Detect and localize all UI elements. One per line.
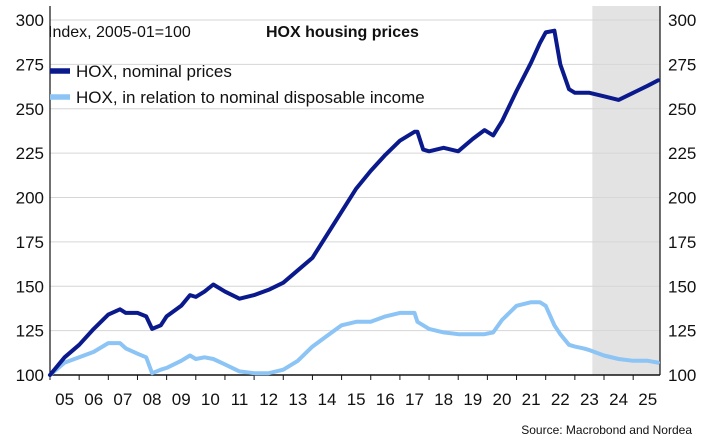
x-axis-ticks: 05 06 07 08 09 10 11 12 13 14 15 16 17 18 19 20 21 22 23 24… [49, 375, 657, 409]
y-tick-label-left: 300 [16, 11, 44, 30]
x-tick-label: 07 [113, 390, 132, 409]
y-tick-label-right: 225 [668, 144, 696, 163]
x-tick-label: 13 [288, 390, 307, 409]
x-tick-label: 18 [434, 390, 453, 409]
x-tick-label: 19 [463, 390, 482, 409]
y-tick-label-left: 175 [16, 233, 44, 252]
x-tick-label: 23 [580, 390, 599, 409]
x-tick-label: 11 [231, 390, 249, 409]
y-tick-label-right: 175 [668, 233, 696, 252]
x-tick-label: 16 [376, 390, 395, 409]
y-axis-tick-labels: 100 100 125 125 150 150 175 175 200 200 225 225 250 2… [16, 11, 697, 385]
series-line-income [48, 300, 660, 377]
y-tick-label-right: 150 [668, 277, 696, 296]
y-tick-label-right: 200 [668, 189, 696, 208]
x-tick-label: 08 [143, 390, 162, 409]
y-tick-label-left: 150 [16, 277, 44, 296]
y-tick-label-left: 275 [16, 55, 44, 74]
legend: HOX, nominal prices HOX, in relation to … [50, 62, 425, 107]
series-lines [48, 28, 660, 377]
chart-title: HOX housing prices [266, 24, 419, 41]
source-note: Source: Macrobond and Nordea [521, 423, 692, 437]
y-tick-label-right: 275 [668, 55, 696, 74]
x-tick-label: 24 [609, 390, 628, 409]
index-note: Index, 2005-01=100 [48, 24, 191, 41]
y-tick-label-left: 225 [16, 144, 44, 163]
x-tick-label: 10 [201, 390, 220, 409]
x-tick-label: 09 [172, 390, 191, 409]
y-tick-label-right: 125 [668, 322, 696, 341]
legend-label-income: HOX, in relation to nominal disposable i… [76, 88, 425, 107]
x-tick-label: 06 [84, 390, 103, 409]
legend-label-nominal: HOX, nominal prices [76, 62, 232, 81]
y-tick-label-right: 250 [668, 100, 696, 119]
y-tick-label-right: 100 [668, 366, 696, 385]
x-tick-label: 20 [492, 390, 511, 409]
x-tick-label: 25 [638, 390, 657, 409]
y-tick-label-left: 250 [16, 100, 44, 119]
forecast-shaded-region [592, 6, 660, 375]
x-tick-label: 15 [347, 390, 366, 409]
x-tick-label: 22 [551, 390, 570, 409]
y-tick-label-left: 100 [16, 366, 44, 385]
y-tick-label-right: 300 [668, 11, 696, 30]
y-tick-label-left: 125 [16, 322, 44, 341]
x-tick-label: 14 [318, 390, 337, 409]
x-tick-label: 12 [259, 390, 278, 409]
y-tick-label-left: 200 [16, 189, 44, 208]
x-tick-label: 21 [522, 390, 541, 409]
series-line-nominal [48, 28, 660, 377]
x-tick-label: 17 [405, 390, 424, 409]
gridlines [50, 19, 660, 332]
x-tick-label: 05 [55, 390, 74, 409]
